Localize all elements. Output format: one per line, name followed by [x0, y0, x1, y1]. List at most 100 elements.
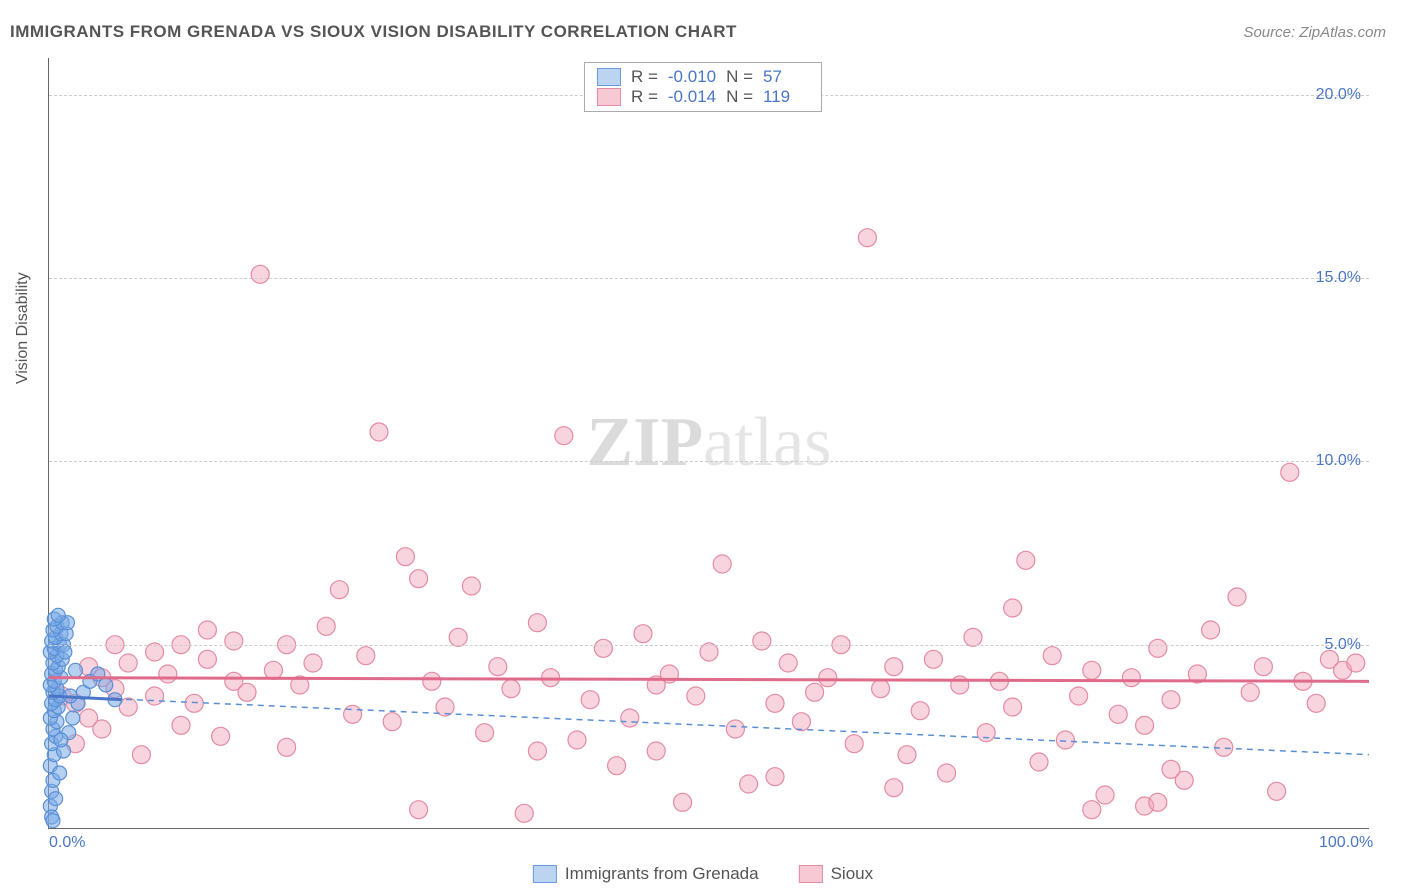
data-point-sioux	[806, 683, 824, 701]
data-point-sioux	[172, 716, 190, 734]
data-point-sioux	[396, 548, 414, 566]
data-point-sioux	[1136, 716, 1154, 734]
y-tick-label: 20.0%	[1316, 86, 1361, 104]
data-point-sioux	[330, 581, 348, 599]
stats-row-sioux: R = -0.014 N = 119	[597, 87, 809, 107]
gridline	[49, 461, 1369, 462]
chart-title: IMMIGRANTS FROM GRENADA VS SIOUX VISION …	[10, 22, 737, 42]
data-point-sioux	[502, 680, 520, 698]
data-point-sioux	[1083, 661, 1101, 679]
data-point-sioux	[766, 768, 784, 786]
swatch-grenada-bottom	[533, 865, 557, 883]
data-point-sioux	[225, 632, 243, 650]
data-point-sioux	[924, 650, 942, 668]
data-point-sioux	[845, 735, 863, 753]
data-point-sioux	[1281, 463, 1299, 481]
data-point-sioux	[1347, 654, 1365, 672]
y-axis-label: Vision Disability	[14, 272, 32, 384]
data-point-sioux	[1004, 599, 1022, 617]
data-point-sioux	[476, 724, 494, 742]
data-point-grenada	[99, 678, 113, 692]
data-point-sioux	[581, 691, 599, 709]
data-point-sioux	[370, 423, 388, 441]
data-point-sioux	[462, 577, 480, 595]
data-point-sioux	[146, 643, 164, 661]
data-point-sioux	[317, 617, 335, 635]
data-point-sioux	[594, 639, 612, 657]
data-point-sioux	[304, 654, 322, 672]
bottom-legend: Immigrants from Grenada Sioux	[533, 864, 873, 884]
data-point-sioux	[1096, 786, 1114, 804]
r-label: R =	[631, 87, 658, 107]
data-point-sioux	[647, 742, 665, 760]
data-point-sioux	[1254, 658, 1272, 676]
data-point-sioux	[489, 658, 507, 676]
data-point-sioux	[674, 793, 692, 811]
data-point-sioux	[1122, 669, 1140, 687]
scatter-svg	[49, 58, 1369, 828]
data-point-sioux	[1162, 691, 1180, 709]
data-point-sioux	[264, 661, 282, 679]
data-point-sioux	[872, 680, 890, 698]
data-point-sioux	[687, 687, 705, 705]
data-point-sioux	[964, 628, 982, 646]
data-point-grenada	[46, 814, 60, 828]
stats-row-grenada: R = -0.010 N = 57	[597, 67, 809, 87]
data-point-sioux	[1268, 782, 1286, 800]
data-point-sioux	[198, 621, 216, 639]
data-point-sioux	[251, 265, 269, 283]
legend-label-grenada: Immigrants from Grenada	[565, 864, 759, 884]
data-point-sioux	[238, 683, 256, 701]
data-point-sioux	[212, 727, 230, 745]
legend-label-sioux: Sioux	[831, 864, 874, 884]
swatch-sioux	[597, 88, 621, 106]
data-point-sioux	[1202, 621, 1220, 639]
data-point-grenada	[51, 608, 65, 622]
data-point-sioux	[766, 694, 784, 712]
data-point-sioux	[1043, 647, 1061, 665]
x-tick-label: 100.0%	[1319, 834, 1373, 852]
data-point-sioux	[977, 724, 995, 742]
data-point-sioux	[1307, 694, 1325, 712]
data-point-sioux	[132, 746, 150, 764]
data-point-sioux	[410, 801, 428, 819]
data-point-sioux	[1083, 801, 1101, 819]
data-point-sioux	[410, 570, 428, 588]
data-point-sioux	[1149, 793, 1167, 811]
data-point-sioux	[1030, 753, 1048, 771]
x-tick-label: 0.0%	[49, 834, 85, 852]
data-point-sioux	[1070, 687, 1088, 705]
data-point-sioux	[621, 709, 639, 727]
data-point-sioux	[885, 779, 903, 797]
data-point-sioux	[792, 713, 810, 731]
data-point-sioux	[555, 427, 573, 445]
data-point-sioux	[1149, 639, 1167, 657]
data-point-grenada	[49, 792, 63, 806]
data-point-sioux	[608, 757, 626, 775]
data-point-sioux	[1228, 588, 1246, 606]
data-point-sioux	[146, 687, 164, 705]
data-point-sioux	[634, 625, 652, 643]
trend-sioux	[49, 678, 1369, 682]
data-point-sioux	[1056, 731, 1074, 749]
data-point-sioux	[726, 720, 744, 738]
data-point-sioux	[93, 720, 111, 738]
data-point-sioux	[753, 632, 771, 650]
data-point-sioux	[357, 647, 375, 665]
n-value-grenada: 57	[763, 67, 809, 87]
r-value-sioux: -0.014	[668, 87, 716, 107]
gridline	[49, 645, 1369, 646]
data-point-sioux	[713, 555, 731, 573]
data-point-grenada	[54, 733, 68, 747]
n-value-sioux: 119	[763, 87, 809, 107]
y-tick-label: 5.0%	[1325, 636, 1361, 654]
stats-legend-box: R = -0.010 N = 57 R = -0.014 N = 119	[584, 62, 822, 112]
data-point-sioux	[198, 650, 216, 668]
data-point-sioux	[119, 654, 137, 672]
data-point-sioux	[515, 804, 533, 822]
data-point-sioux	[449, 628, 467, 646]
data-point-sioux	[159, 665, 177, 683]
data-point-sioux	[344, 705, 362, 723]
data-point-sioux	[568, 731, 586, 749]
data-point-sioux	[740, 775, 758, 793]
